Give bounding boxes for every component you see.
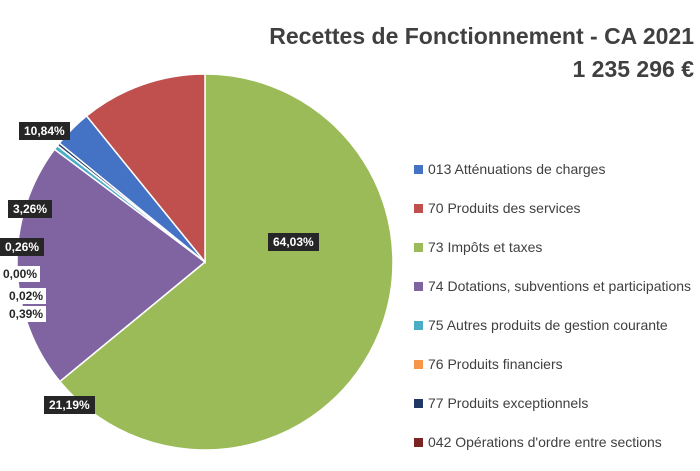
legend-label: 77 Produits exceptionnels [428,395,589,411]
legend-item-7: 042 Opérations d'ordre entre sections [414,433,699,452]
data-label-0: 3,26% [8,200,53,218]
legend-label: 042 Opérations d'ordre entre sections [428,434,662,450]
data-label-3: 21,19% [44,396,95,414]
data-label-6: 0,26% [0,238,45,256]
legend-swatch [414,360,423,369]
legend-swatch [414,204,423,213]
legend-swatch [414,321,423,330]
legend-item-1: 70 Produits des services [414,199,699,218]
legend-swatch [414,399,423,408]
pie-slice-1 [85,73,206,265]
legend-label: 75 Autres produits de gestion courante [428,317,668,333]
legend-item-5: 76 Produits financiers [414,355,699,374]
legend-label: 76 Produits financiers [428,356,563,372]
legend-label: 73 Impôts et taxes [428,239,543,255]
pie-slice-2 [58,73,394,451]
legend-swatch [414,243,423,252]
data-label-4: 0,39% [6,306,47,322]
chart-title: Recettes de Fonctionnement - CA 2021 1 2… [269,20,694,86]
legend-swatch [414,438,423,447]
chart-title-line-1: Recettes de Fonctionnement - CA 2021 [269,23,694,49]
data-label-1: 10,84% [19,122,70,140]
legend-label: 013 Atténuations de charges [428,161,606,177]
data-label-7: 0,00% [0,266,41,282]
legend-item-2: 73 Impôts et taxes [414,238,699,257]
legend-label: 74 Dotations, subventions et participati… [428,278,692,294]
data-label-5: 0,02% [6,288,47,304]
legend-item-0: 013 Atténuations de charges [414,160,699,179]
legend-item-4: 75 Autres produits de gestion courante [414,316,699,335]
legend-label: 70 Produits des services [428,200,581,216]
legend-item-3: 74 Dotations, subventions et participati… [414,277,699,296]
chart-title-line-2: 1 235 296 € [572,56,694,82]
legend-swatch [414,165,423,174]
legend-swatch [414,282,423,291]
legend-item-6: 77 Produits exceptionnels [414,394,699,413]
data-label-2: 64,03% [268,233,319,251]
